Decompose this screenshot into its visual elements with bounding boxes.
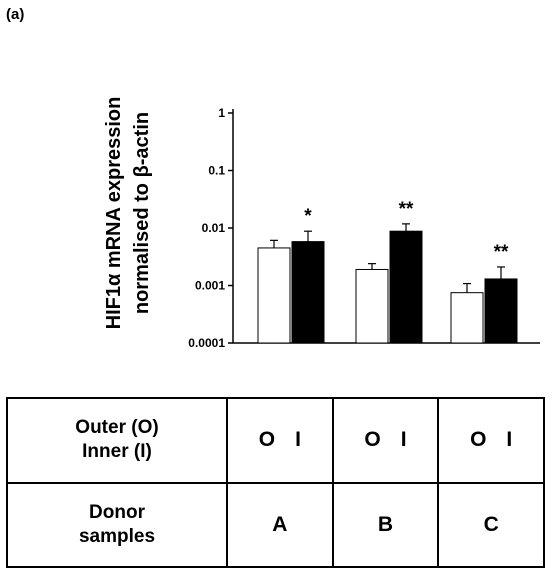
table-row: Donor samples A B C xyxy=(6,481,545,568)
y-tick-label: 0.001 xyxy=(195,279,225,293)
inner-label: I xyxy=(506,428,513,452)
inner-label: I xyxy=(295,428,301,452)
row-header-inner-label: Inner (I) xyxy=(82,441,152,463)
y-tick-label: 0.0001 xyxy=(188,336,225,350)
donor-label: A xyxy=(272,512,288,536)
donor-label: B xyxy=(377,512,394,536)
bar-o-c xyxy=(450,292,484,344)
table-cell-donor-c: C xyxy=(437,481,545,568)
bar-i-c xyxy=(484,278,518,344)
row-header-samples-label: samples xyxy=(78,525,156,547)
table-cell-donor-b: B xyxy=(331,481,440,568)
row-header-donor-label: Donor xyxy=(89,501,145,523)
bar-i-a xyxy=(291,241,325,344)
outer-label: O xyxy=(258,428,276,452)
y-tick-label: 1 xyxy=(218,106,225,120)
row-header-outer-label: Outer (O) xyxy=(75,417,159,439)
bar-i-b xyxy=(389,230,423,344)
significance-marker: * xyxy=(304,206,312,227)
table-cell-donor-a: A xyxy=(226,481,334,568)
y-axis-title-line-2: normalised to β-actin xyxy=(131,112,153,314)
y-tick-label: 0.1 xyxy=(208,164,225,178)
row-header-donor-samples: Donor samples xyxy=(6,481,228,568)
row-header-outer-inner: Outer (O) Inner (I) xyxy=(6,397,228,484)
significance-marker: ** xyxy=(399,199,414,220)
y-axis-title-line-1: HIF1α mRNA expression xyxy=(103,97,125,330)
donor-label: C xyxy=(483,512,499,536)
inner-label: I xyxy=(400,428,407,452)
outer-label: O xyxy=(364,428,381,452)
significance-marker: ** xyxy=(494,242,509,263)
y-tick-label: 0.01 xyxy=(202,221,226,235)
bar-o-b xyxy=(355,268,389,344)
hif1a-bar-chart: HIF1α mRNA expression normalised to β-act… xyxy=(103,97,540,350)
bar-o-a xyxy=(257,247,291,344)
panel-label: (a) xyxy=(6,6,25,23)
outer-label: O xyxy=(470,428,487,452)
